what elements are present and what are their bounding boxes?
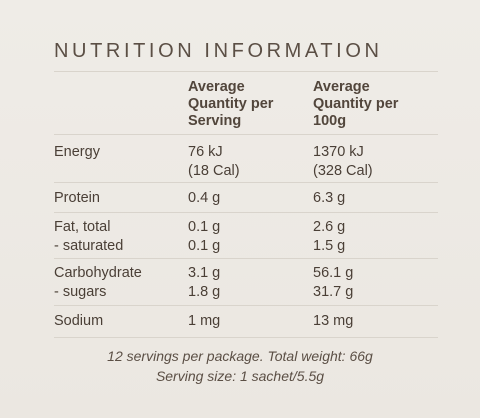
value-per-serving: 0.4 g [188,190,221,206]
value-per-100g: 56.1 g 31.7 g [313,265,354,300]
row-label: Sodium [54,313,104,329]
column-header-per-100g: Average Quantity per 100g [313,79,399,129]
servings-per-package: 12 servings per package. Total weight: 6… [107,348,373,364]
value-per-serving: 76 kJ (18 Cal) [188,144,240,179]
panel-title: NUTRITION INFORMATION [54,40,383,62]
serving-size: Serving size: 1 sachet/5.5g [155,368,325,384]
row-label: Energy [54,144,100,160]
value-per-100g: 2.6 g 1.5 g [313,219,346,254]
divider [54,212,438,213]
divider [54,182,438,183]
divider [54,134,438,135]
value-per-serving: 0.1 g 0.1 g [188,219,221,254]
row-label: Fat, total - saturated [54,219,124,254]
row-label: Carbohydrate - sugars [54,265,142,300]
divider [54,71,438,72]
value-per-serving: 1 mg [188,313,221,329]
value-per-100g: 13 mg [313,313,354,329]
value-per-100g: 6.3 g [313,190,346,206]
column-header-per-serving: Average Quantity per Serving [188,79,274,129]
row-label: Protein [54,190,100,206]
divider [54,305,438,306]
value-per-serving: 3.1 g 1.8 g [188,265,221,300]
value-per-100g: 1370 kJ (328 Cal) [313,144,373,179]
divider [54,258,438,259]
divider [54,337,438,338]
